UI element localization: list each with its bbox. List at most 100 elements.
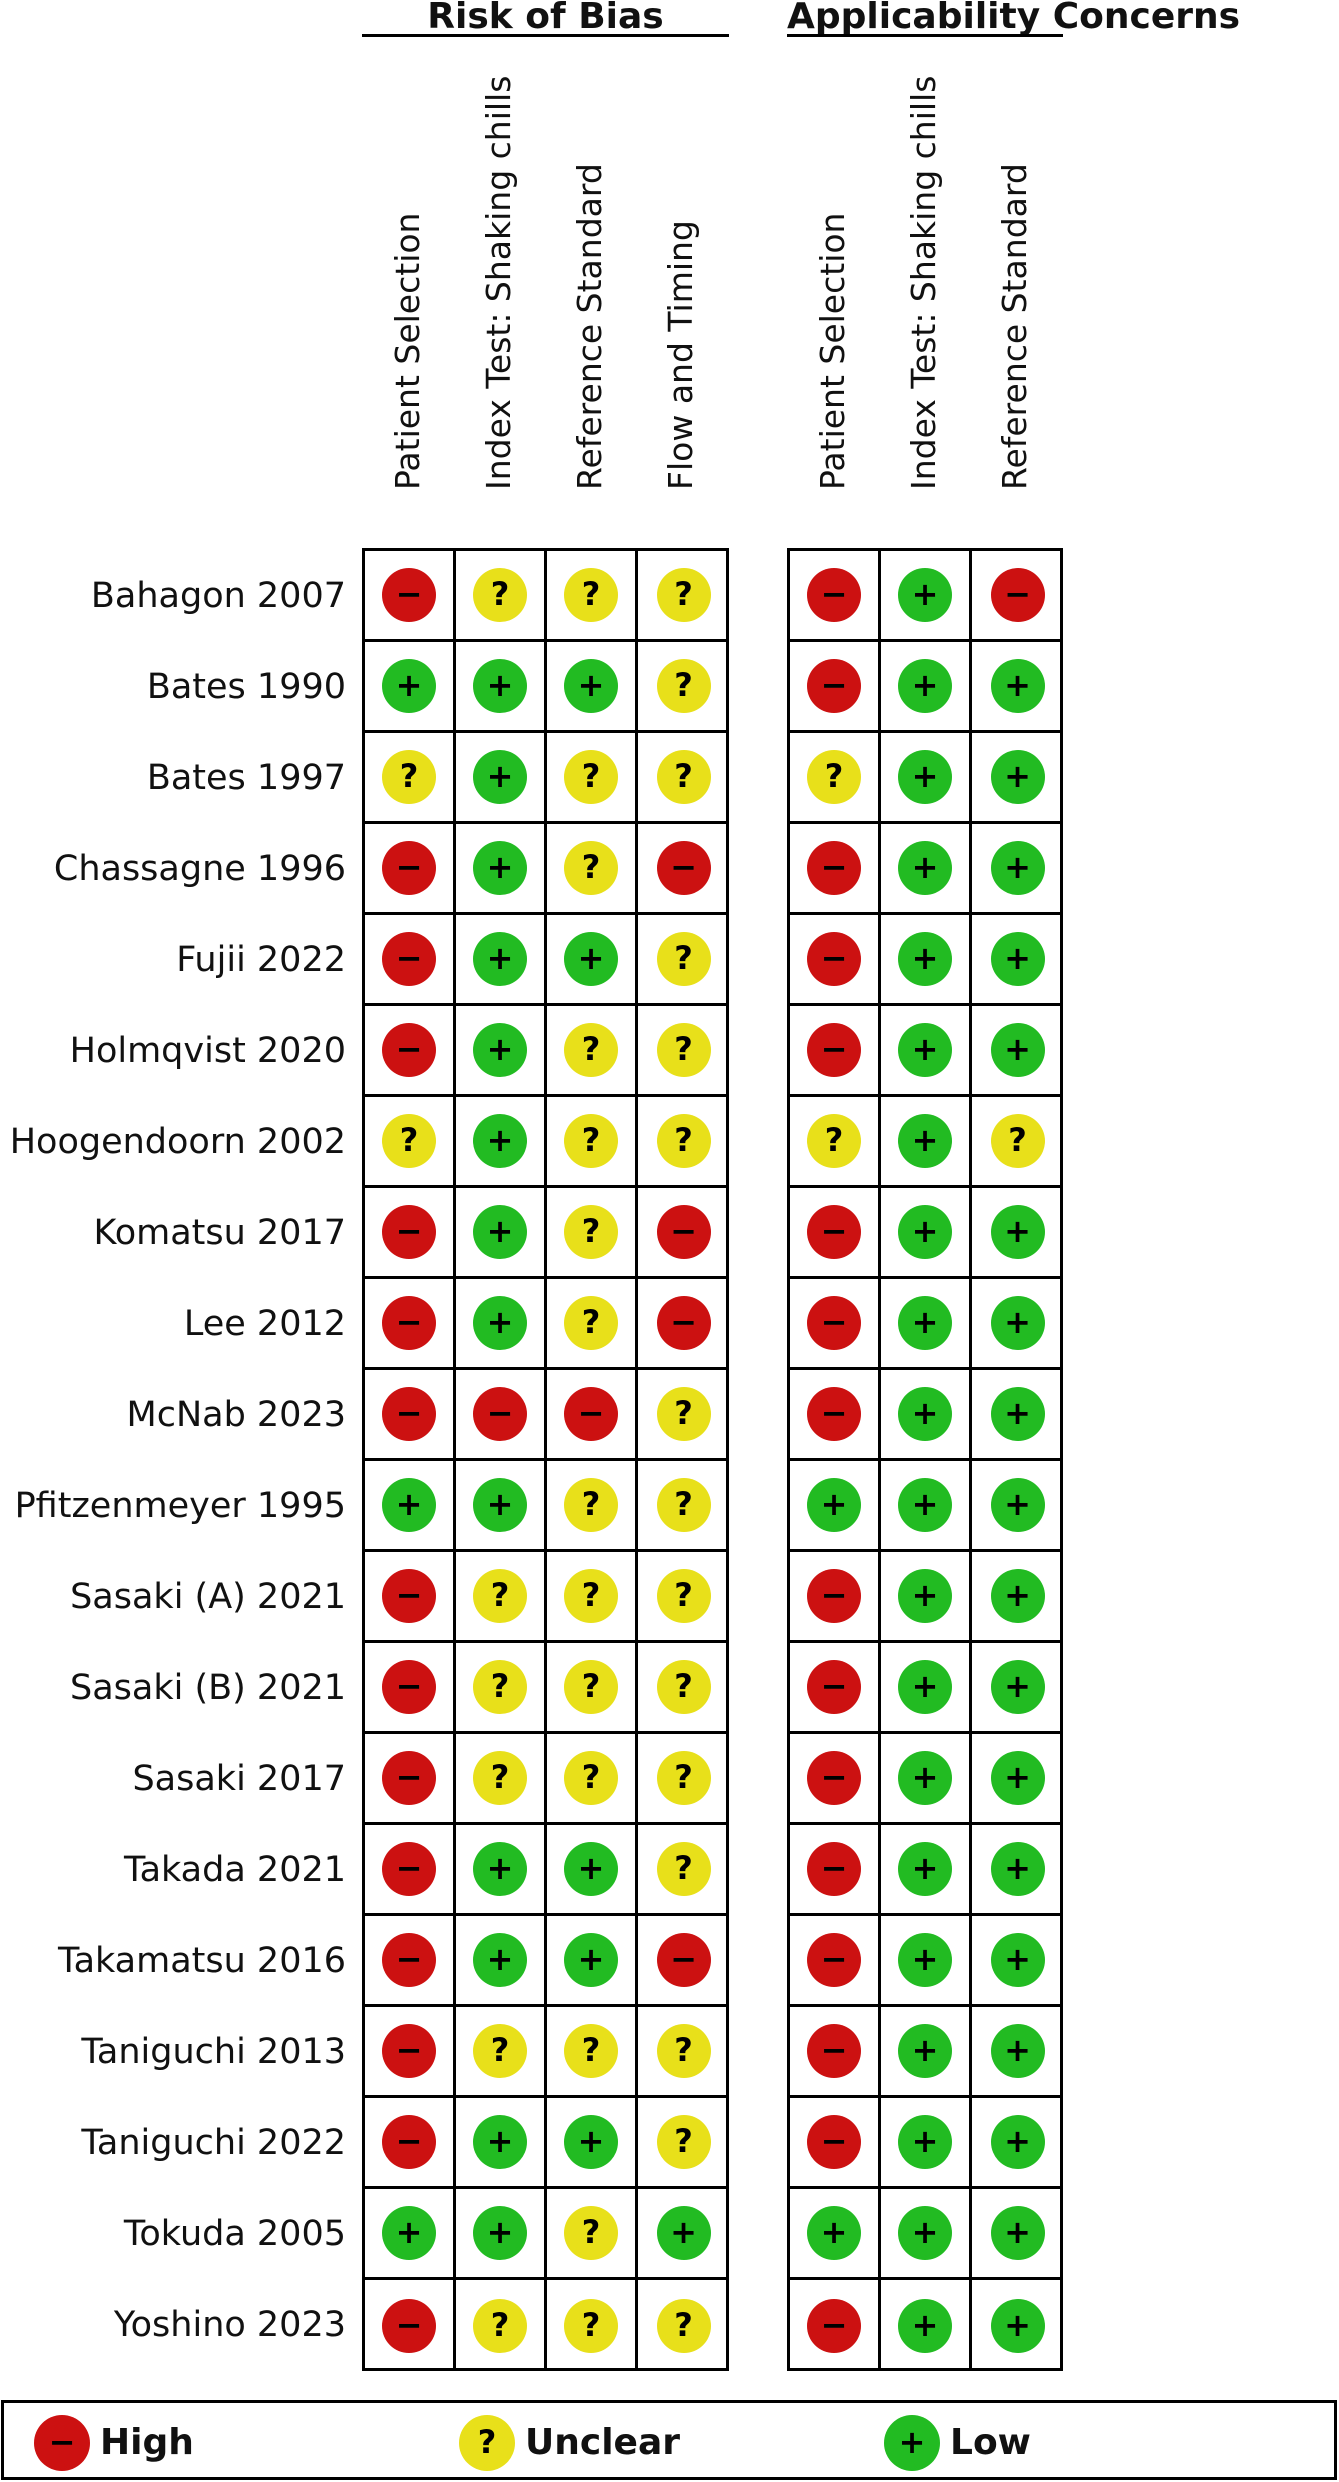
judgement-low-icon: + — [382, 2206, 436, 2260]
judgement-cell: − — [790, 915, 881, 1006]
judgement-cell: + — [972, 1370, 1063, 1461]
judgement-low-icon: + — [898, 932, 952, 986]
judgement-cell: + — [790, 2189, 881, 2280]
judgement-low-icon: + — [473, 1023, 527, 1077]
study-label: Taniguchi 2013 — [81, 2032, 346, 2072]
study-label: Pfitzenmeyer 1995 — [14, 1486, 346, 1526]
judgement-cell: + — [456, 1188, 547, 1279]
judgement-low-icon: + — [898, 2206, 952, 2260]
judgement-cell: ? — [547, 2280, 638, 2371]
judgement-cell: ? — [638, 1825, 729, 1916]
judgement-cell: + — [881, 1552, 972, 1643]
judgement-cell: + — [456, 1097, 547, 1188]
judgement-cell: − — [790, 2007, 881, 2098]
judgement-high-icon: − — [807, 2024, 861, 2078]
judgement-cell: + — [972, 1916, 1063, 2007]
judgement-cell: + — [547, 2098, 638, 2189]
risk-of-bias-grid: −??? + + +?? +?? − +? − − + +? − +??? +?? − +? − − +? − − − −?… — [362, 548, 729, 2371]
study-label: Sasaki (B) 2021 — [70, 1668, 346, 1708]
judgement-cell: − — [365, 1370, 456, 1461]
judgement-low-icon: + — [990, 2206, 1045, 2260]
judgement-cell: ? — [456, 2007, 547, 2098]
judgement-cell: + — [790, 1461, 881, 1552]
judgement-low-icon: + — [898, 1114, 952, 1168]
judgement-low-icon: + — [564, 932, 618, 986]
judgement-cell: + — [972, 1734, 1063, 1825]
judgement-cell: − — [365, 551, 456, 642]
judgement-low-icon: + — [990, 1842, 1045, 1896]
judgement-high-icon: − — [807, 2115, 861, 2169]
group-underline — [362, 34, 729, 37]
judgement-cell: ? — [638, 1552, 729, 1643]
column-label: Index Test: Shaking chills — [878, 10, 970, 530]
column-label-text: Index Test: Shaking chills — [904, 75, 943, 490]
judgement-unclear-icon: ? — [564, 841, 618, 895]
judgement-cell: + — [881, 1461, 972, 1552]
judgement-cell: + — [881, 1643, 972, 1734]
judgement-high-icon: − — [807, 841, 861, 895]
judgement-unclear-icon: ? — [564, 1296, 618, 1350]
judgement-cell: + — [365, 2189, 456, 2280]
judgement-high-icon: − — [382, 1023, 436, 1077]
judgement-high-icon: − — [656, 1933, 711, 1987]
judgement-cell: + — [881, 2189, 972, 2280]
column-label: Patient Selection — [362, 10, 454, 530]
judgement-low-icon: + — [990, 1296, 1045, 1350]
judgement-low-icon: + — [990, 1660, 1045, 1714]
judgement-cell: − — [790, 1643, 881, 1734]
judgement-unclear-icon: ? — [564, 1751, 618, 1805]
group-title: Applicability Concerns — [787, 0, 1241, 37]
judgement-high-icon: − — [382, 841, 436, 895]
study-label: Sasaki 2017 — [132, 1759, 346, 1799]
judgement-cell: − — [365, 2098, 456, 2189]
judgement-low-icon: + — [564, 1842, 618, 1896]
judgement-high-icon: − — [807, 1751, 861, 1805]
judgement-low-icon: + — [473, 2206, 527, 2260]
judgement-unclear-icon: ? — [656, 1569, 711, 1623]
judgement-cell: + — [881, 1279, 972, 1370]
judgement-cell: − — [365, 1825, 456, 1916]
legend-label: Low — [950, 2422, 1031, 2463]
judgement-cell: ? — [638, 915, 729, 1006]
study-label: Bates 1997 — [146, 758, 346, 798]
applicability-grid: − + − − + +? + + − + + − + + − + +? +? − + + − + + − + + + + + − + + − + + −… — [787, 548, 1063, 2371]
judgement-unclear-icon: ? — [656, 1023, 711, 1077]
judgement-unclear-icon: ? — [473, 1751, 527, 1805]
judgement-cell: + — [365, 642, 456, 733]
judgement-unclear-icon: ? — [990, 1114, 1045, 1168]
judgement-unclear-icon: ? — [656, 1842, 711, 1896]
judgement-cell: + — [972, 824, 1063, 915]
judgement-cell: ? — [456, 551, 547, 642]
judgement-cell: − — [790, 1370, 881, 1461]
judgement-cell: ? — [547, 1006, 638, 1097]
judgement-cell: + — [547, 1916, 638, 2007]
judgement-high-icon: − — [382, 2024, 436, 2078]
judgement-cell: ? — [547, 1552, 638, 1643]
judgement-cell: ? — [456, 2280, 547, 2371]
judgement-low-icon: + — [898, 1478, 952, 1532]
judgement-cell: − — [790, 1552, 881, 1643]
legend: − High? Unclear + Low — [1, 2400, 1337, 2480]
column-label-text: Reference Standard — [995, 163, 1034, 490]
judgement-low-icon: + — [990, 932, 1045, 986]
column-label-text: Patient Selection — [388, 212, 427, 490]
group-title: Risk of Bias — [427, 0, 664, 37]
judgement-cell: + — [881, 1006, 972, 1097]
judgement-low-icon: + — [990, 1023, 1045, 1077]
judgement-cell: ? — [638, 642, 729, 733]
judgement-low-icon: + — [898, 659, 952, 713]
judgement-high-icon: − — [564, 1387, 618, 1441]
judgement-cell: ? — [638, 1370, 729, 1461]
judgement-cell: ? — [547, 733, 638, 824]
judgement-unclear-icon: ? — [473, 568, 527, 622]
judgement-low-icon: + — [990, 2298, 1045, 2353]
judgement-cell: − — [365, 824, 456, 915]
judgement-unclear-icon: ? — [656, 568, 711, 622]
judgement-unclear-icon: ? — [564, 1023, 618, 1077]
judgement-unclear-icon: ? — [473, 2298, 527, 2353]
judgement-low-icon: + — [990, 1205, 1045, 1259]
judgement-low-icon: + — [473, 2115, 527, 2169]
judgement-cell: − — [790, 642, 881, 733]
judgement-cell: − — [456, 1370, 547, 1461]
judgement-high-icon: − — [382, 1751, 436, 1805]
